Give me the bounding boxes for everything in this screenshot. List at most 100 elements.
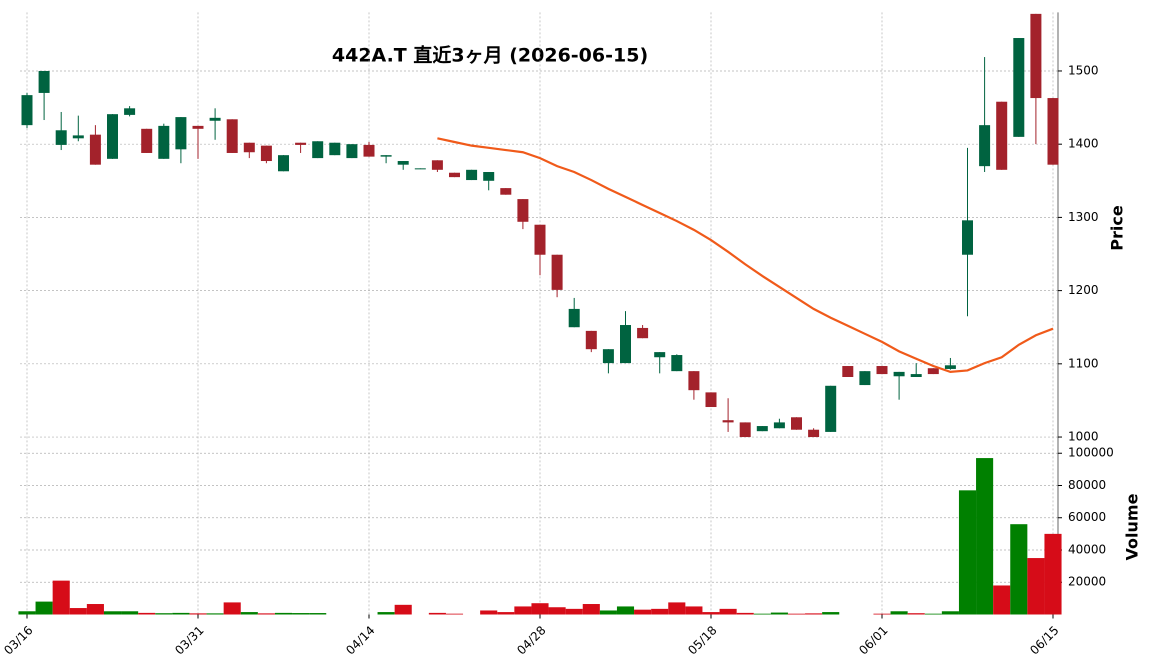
- volume-bar: [531, 603, 549, 615]
- volume-bar: [274, 612, 293, 615]
- volume-bar: [907, 613, 925, 615]
- candle-body: [363, 144, 375, 157]
- volume-bar: [52, 580, 70, 615]
- volume-bar: [685, 606, 703, 615]
- x-tick-label: 03/16: [1, 623, 35, 657]
- volume-bar: [582, 604, 600, 615]
- candle-body: [295, 142, 307, 145]
- x-tick-label: 05/18: [685, 623, 719, 657]
- candle-body: [431, 160, 443, 170]
- candle-body: [124, 108, 136, 115]
- volume-tick-label: 40000: [1068, 542, 1106, 556]
- volume-bar: [257, 613, 275, 615]
- volume-bar: [35, 601, 53, 615]
- chart-title: 442A.T 直近3ヶ月 (2026-06-15): [332, 44, 648, 67]
- volume-bar: [514, 606, 532, 615]
- x-tick-label: 04/14: [343, 623, 377, 657]
- candle-body: [21, 95, 33, 126]
- y-tick-label: 1500: [1068, 63, 1099, 77]
- candle-body: [278, 155, 289, 172]
- volume-bar: [958, 490, 977, 615]
- candle-body: [243, 142, 255, 153]
- x-tick-label: 03/31: [172, 623, 206, 657]
- candle-body: [1030, 13, 1042, 99]
- volume-bar: [616, 606, 635, 615]
- volume-bar: [121, 611, 139, 615]
- volume-tick-label: 80000: [1068, 478, 1106, 492]
- candle-body: [226, 119, 238, 153]
- candle-body: [808, 429, 820, 438]
- y-tick-label: 1000: [1068, 430, 1099, 444]
- candle-body: [791, 417, 802, 430]
- candle-body: [449, 172, 460, 178]
- candle-body: [825, 385, 837, 432]
- candle-body: [1013, 38, 1025, 137]
- volume-bar: [805, 613, 823, 615]
- volume-bar: [651, 608, 669, 615]
- candle-body: [688, 371, 700, 391]
- candle-body: [705, 392, 717, 408]
- candle-body: [380, 155, 392, 157]
- candle-body: [141, 128, 153, 153]
- candle-body: [38, 70, 50, 93]
- candle-body: [397, 161, 409, 165]
- candle-body: [637, 327, 649, 339]
- moving-average-line: [437, 137, 1054, 373]
- volume-bar: [240, 612, 258, 615]
- candle-body: [346, 144, 358, 159]
- volume-bar: [548, 607, 566, 615]
- volume-bar: [736, 612, 754, 615]
- candle-body: [722, 420, 734, 423]
- candle-body: [517, 199, 529, 222]
- volume-bar: [394, 604, 412, 615]
- candle-body: [910, 374, 922, 378]
- volume-bar: [377, 612, 395, 615]
- volume-bar: [822, 612, 840, 615]
- volume-bar: [1027, 558, 1045, 615]
- candle-body: [209, 117, 221, 121]
- volume-bar: [206, 613, 224, 615]
- candle-body: [620, 325, 631, 364]
- candle-body: [107, 114, 118, 159]
- volume-bar: [138, 612, 156, 615]
- candle-body: [500, 188, 512, 195]
- x-tick-label: 04/28: [514, 623, 548, 657]
- volume-bar: [565, 608, 583, 615]
- y-tick-label: 1300: [1068, 210, 1099, 224]
- candle-body: [534, 224, 546, 255]
- volume-bar: [189, 613, 207, 615]
- candle-body: [329, 142, 341, 156]
- volume-bar: [103, 611, 122, 615]
- volume-bar: [445, 613, 464, 615]
- volume-axis-label: Volume: [1123, 493, 1142, 560]
- candle-body: [773, 422, 785, 429]
- candle-body: [927, 368, 939, 375]
- volume-bar: [428, 612, 446, 615]
- candle-body: [312, 141, 324, 159]
- y-tick-label: 1200: [1068, 283, 1099, 297]
- candle-body: [654, 352, 666, 358]
- candle-body: [602, 349, 614, 364]
- volume-bar: [634, 609, 652, 615]
- volume-tick-label: 20000: [1068, 575, 1106, 589]
- candle-body: [192, 125, 204, 129]
- candle-body: [842, 366, 854, 378]
- volume-bar: [924, 613, 942, 615]
- candle-body: [859, 371, 871, 386]
- candle-body: [260, 145, 272, 162]
- volume-bar: [497, 612, 515, 615]
- x-tick-label: 06/15: [1027, 623, 1061, 657]
- volume-bar: [18, 611, 36, 615]
- volume-bar: [890, 611, 908, 615]
- candle-body: [72, 135, 84, 139]
- volume-bar: [753, 613, 771, 615]
- candle-body: [1047, 98, 1059, 165]
- volume-bar: [1010, 524, 1028, 615]
- candle-body: [466, 169, 478, 181]
- volume-bar: [702, 612, 720, 615]
- candle-body: [962, 220, 973, 255]
- candle-body: [414, 168, 426, 170]
- candle-body: [89, 134, 101, 165]
- volume-bar: [155, 613, 173, 615]
- candle-body: [979, 125, 991, 167]
